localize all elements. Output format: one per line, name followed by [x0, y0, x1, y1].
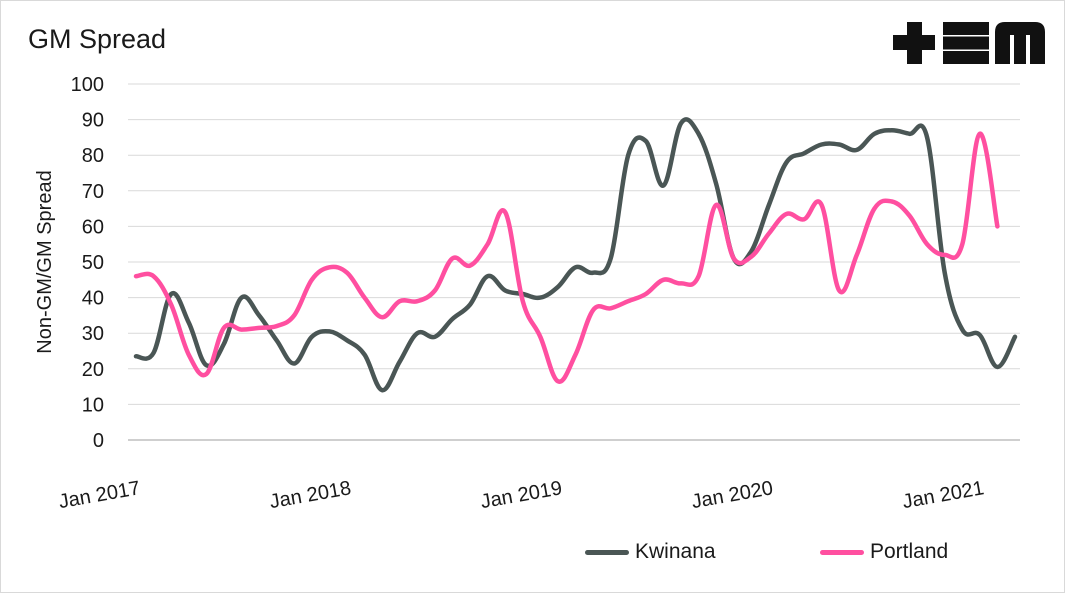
legend-swatch-portland: [820, 549, 864, 555]
legend-item-portland: Portland: [820, 540, 948, 564]
series-line-kwinana: [133, 117, 1018, 393]
x-tick-label: Jan 2021: [901, 477, 986, 513]
x-axis-ticks: Jan 2017 Jan 2018 Jan 2019 Jan 2020 Jan 2021: [57, 477, 986, 513]
chart-title: GM Spread: [28, 24, 167, 54]
x-tick-label: Jan 2019: [479, 477, 564, 513]
y-axis-label: Non-GM/GM Spread: [34, 170, 56, 353]
gridlines: [128, 83, 1020, 405]
y-axis-ticks: 0 10 20 30 40 50 60 70 80 90 100: [71, 74, 104, 452]
series-line-portland: [133, 131, 1000, 384]
x-tick-label: Jan 2018: [268, 477, 353, 513]
y-tick-label: 30: [82, 323, 104, 345]
series-lines: [133, 117, 1018, 393]
legend-swatch-kwinana: [585, 549, 629, 555]
legend-label-kwinana: Kwinana: [635, 540, 716, 563]
y-tick-label: 50: [82, 252, 104, 274]
y-tick-label: 10: [82, 394, 104, 416]
y-tick-label: 90: [82, 110, 104, 132]
x-tick-label: Jan 2020: [690, 477, 775, 513]
y-tick-label: 20: [82, 359, 104, 381]
y-tick-label: 70: [82, 181, 104, 203]
legend-item-kwinana: Kwinana: [585, 540, 716, 564]
x-tick-label: Jan 2017: [57, 477, 142, 513]
y-tick-label: 0: [93, 430, 104, 452]
tem-logo-icon: [893, 22, 1045, 69]
y-tick-label: 60: [82, 216, 104, 238]
y-tick-label: 80: [82, 145, 104, 167]
y-tick-label: 100: [71, 74, 104, 96]
y-tick-label: 40: [82, 288, 104, 310]
legend-label-portland: Portland: [870, 540, 949, 563]
